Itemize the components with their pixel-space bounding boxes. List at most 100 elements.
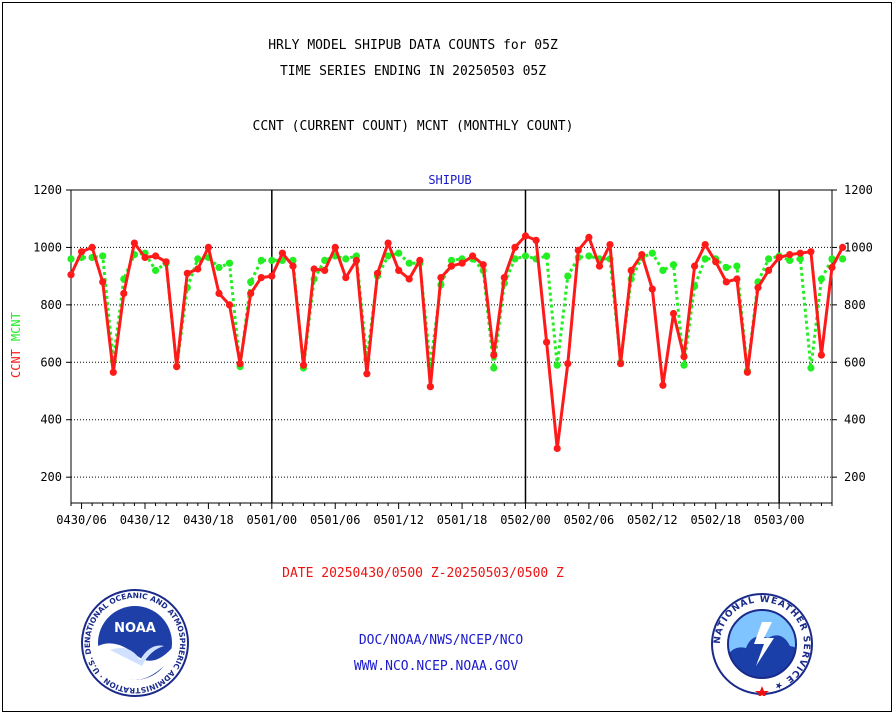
data-point-mcnt — [786, 256, 794, 264]
data-point-mcnt — [669, 261, 678, 269]
data-point-ccnt — [215, 289, 223, 297]
svg-text:NOAA: NOAA — [114, 621, 156, 636]
data-point-ccnt — [691, 262, 699, 270]
data-point-ccnt — [500, 274, 508, 282]
data-point-ccnt — [680, 353, 688, 361]
data-point-mcnt — [257, 256, 265, 264]
data-point-mcnt — [839, 255, 847, 263]
data-point-ccnt — [78, 248, 86, 256]
data-point-ccnt — [321, 266, 329, 274]
data-point-ccnt — [479, 261, 487, 269]
x-tick-label: 0502/00 — [500, 513, 551, 527]
data-point-ccnt — [743, 368, 752, 376]
data-point-ccnt — [99, 278, 107, 286]
data-point-mcnt — [194, 255, 202, 263]
x-tick-label: 0501/18 — [437, 513, 488, 527]
y-tick-label-right: 1000 — [844, 240, 873, 254]
data-point-ccnt — [585, 233, 593, 241]
y-tick-label: 1000 — [33, 240, 62, 254]
data-point-ccnt — [817, 351, 826, 359]
noaa-logo: NATIONAL OCEANIC AND ATMOSPHERIC ADMINIS… — [80, 588, 189, 697]
y-tick-label-right: 800 — [844, 298, 866, 312]
data-point-ccnt — [173, 363, 181, 371]
data-point-ccnt — [373, 269, 382, 277]
data-point-ccnt — [257, 274, 265, 282]
data-point-mcnt — [342, 255, 350, 263]
data-point-ccnt — [627, 266, 635, 274]
data-point-mcnt — [585, 252, 593, 260]
data-point-ccnt — [67, 271, 75, 279]
x-tick-label: 0503/00 — [754, 513, 805, 527]
data-point-mcnt — [99, 252, 107, 260]
data-point-ccnt — [722, 278, 730, 286]
data-point-ccnt — [786, 251, 794, 259]
data-point-mcnt — [268, 256, 276, 264]
x-tick-label: 0501/00 — [247, 513, 298, 527]
data-point-ccnt — [310, 265, 318, 273]
x-tick-label: 0430/06 — [56, 513, 107, 527]
data-point-ccnt — [109, 368, 117, 376]
data-point-ccnt — [130, 239, 138, 247]
y-label-mcnt: MCNT — [9, 312, 23, 341]
data-point-ccnt — [331, 243, 339, 251]
data-point-ccnt — [828, 263, 836, 272]
y-axis-ticks: 200 200 400 400 600 600 800 800 1000 1000 1200 1200 — [33, 183, 873, 484]
data-point-ccnt — [617, 360, 625, 368]
data-point-ccnt — [363, 370, 371, 378]
data-point-ccnt — [416, 256, 424, 264]
data-point-mcnt — [447, 256, 456, 264]
data-point-mcnt — [225, 259, 234, 267]
data-point-ccnt — [194, 265, 202, 273]
data-point-ccnt — [595, 262, 604, 270]
data-point-ccnt — [511, 243, 519, 251]
data-point-ccnt — [490, 351, 498, 359]
x-tick-label: 0501/12 — [373, 513, 424, 527]
data-point-mcnt — [152, 266, 160, 274]
data-point-ccnt — [342, 274, 350, 282]
gridlines — [71, 246, 832, 478]
data-point-mcnt — [67, 255, 75, 263]
data-point-ccnt — [299, 361, 308, 369]
chart-subtitle: CCNT (CURRENT COUNT) MCNT (MONTHLY COUNT… — [252, 119, 574, 134]
nws-logo: NATIONAL WEATHER SERVICE ★ — [711, 593, 813, 696]
website-link[interactable]: WWW.NCO.NCEP.NOAA.GOV — [353, 659, 519, 674]
x-tick-label: 0430/12 — [120, 513, 171, 527]
data-point-mcnt — [807, 364, 815, 372]
y-tick-label: 800 — [40, 298, 62, 312]
y-tick-label-right: 1200 — [844, 183, 873, 197]
x-tick-label: 0430/18 — [183, 513, 234, 527]
y-tick-label: 200 — [40, 470, 62, 484]
data-point-mcnt — [490, 364, 498, 372]
data-point-mcnt — [733, 262, 741, 270]
day-boundaries — [271, 190, 780, 503]
date-range: DATE 20250430/0500 Z-20250503/0500 Z — [282, 566, 564, 581]
data-point-mcnt — [405, 259, 413, 267]
data-point-ccnt — [532, 236, 540, 244]
data-point-ccnt — [278, 249, 286, 257]
data-point-ccnt — [120, 289, 128, 297]
y-axis-label: CCNT MCNT — [9, 312, 23, 378]
data-point-ccnt — [648, 285, 656, 293]
data-point-ccnt — [606, 241, 614, 249]
org-path: DOC/NOAA/NWS/NCEP/NCO — [358, 633, 524, 648]
data-point-ccnt — [733, 275, 741, 283]
data-point-ccnt — [553, 444, 561, 452]
data-point-ccnt — [225, 301, 234, 309]
data-point-ccnt — [384, 239, 392, 247]
data-point-ccnt — [469, 252, 477, 260]
data-point-mcnt — [247, 278, 255, 286]
data-point-ccnt — [268, 272, 276, 280]
data-point-mcnt — [817, 275, 826, 283]
data-point-mcnt — [215, 263, 223, 272]
title-line2: TIME SERIES ENDING IN 20250503 05Z — [279, 64, 547, 79]
data-point-ccnt — [88, 243, 96, 251]
data-point-ccnt — [775, 253, 783, 262]
data-point-ccnt — [543, 338, 551, 346]
x-tick-label: 0501/06 — [310, 513, 361, 527]
data-point-mcnt — [543, 252, 551, 260]
data-point-ccnt — [247, 289, 255, 297]
data-point-ccnt — [141, 253, 149, 262]
